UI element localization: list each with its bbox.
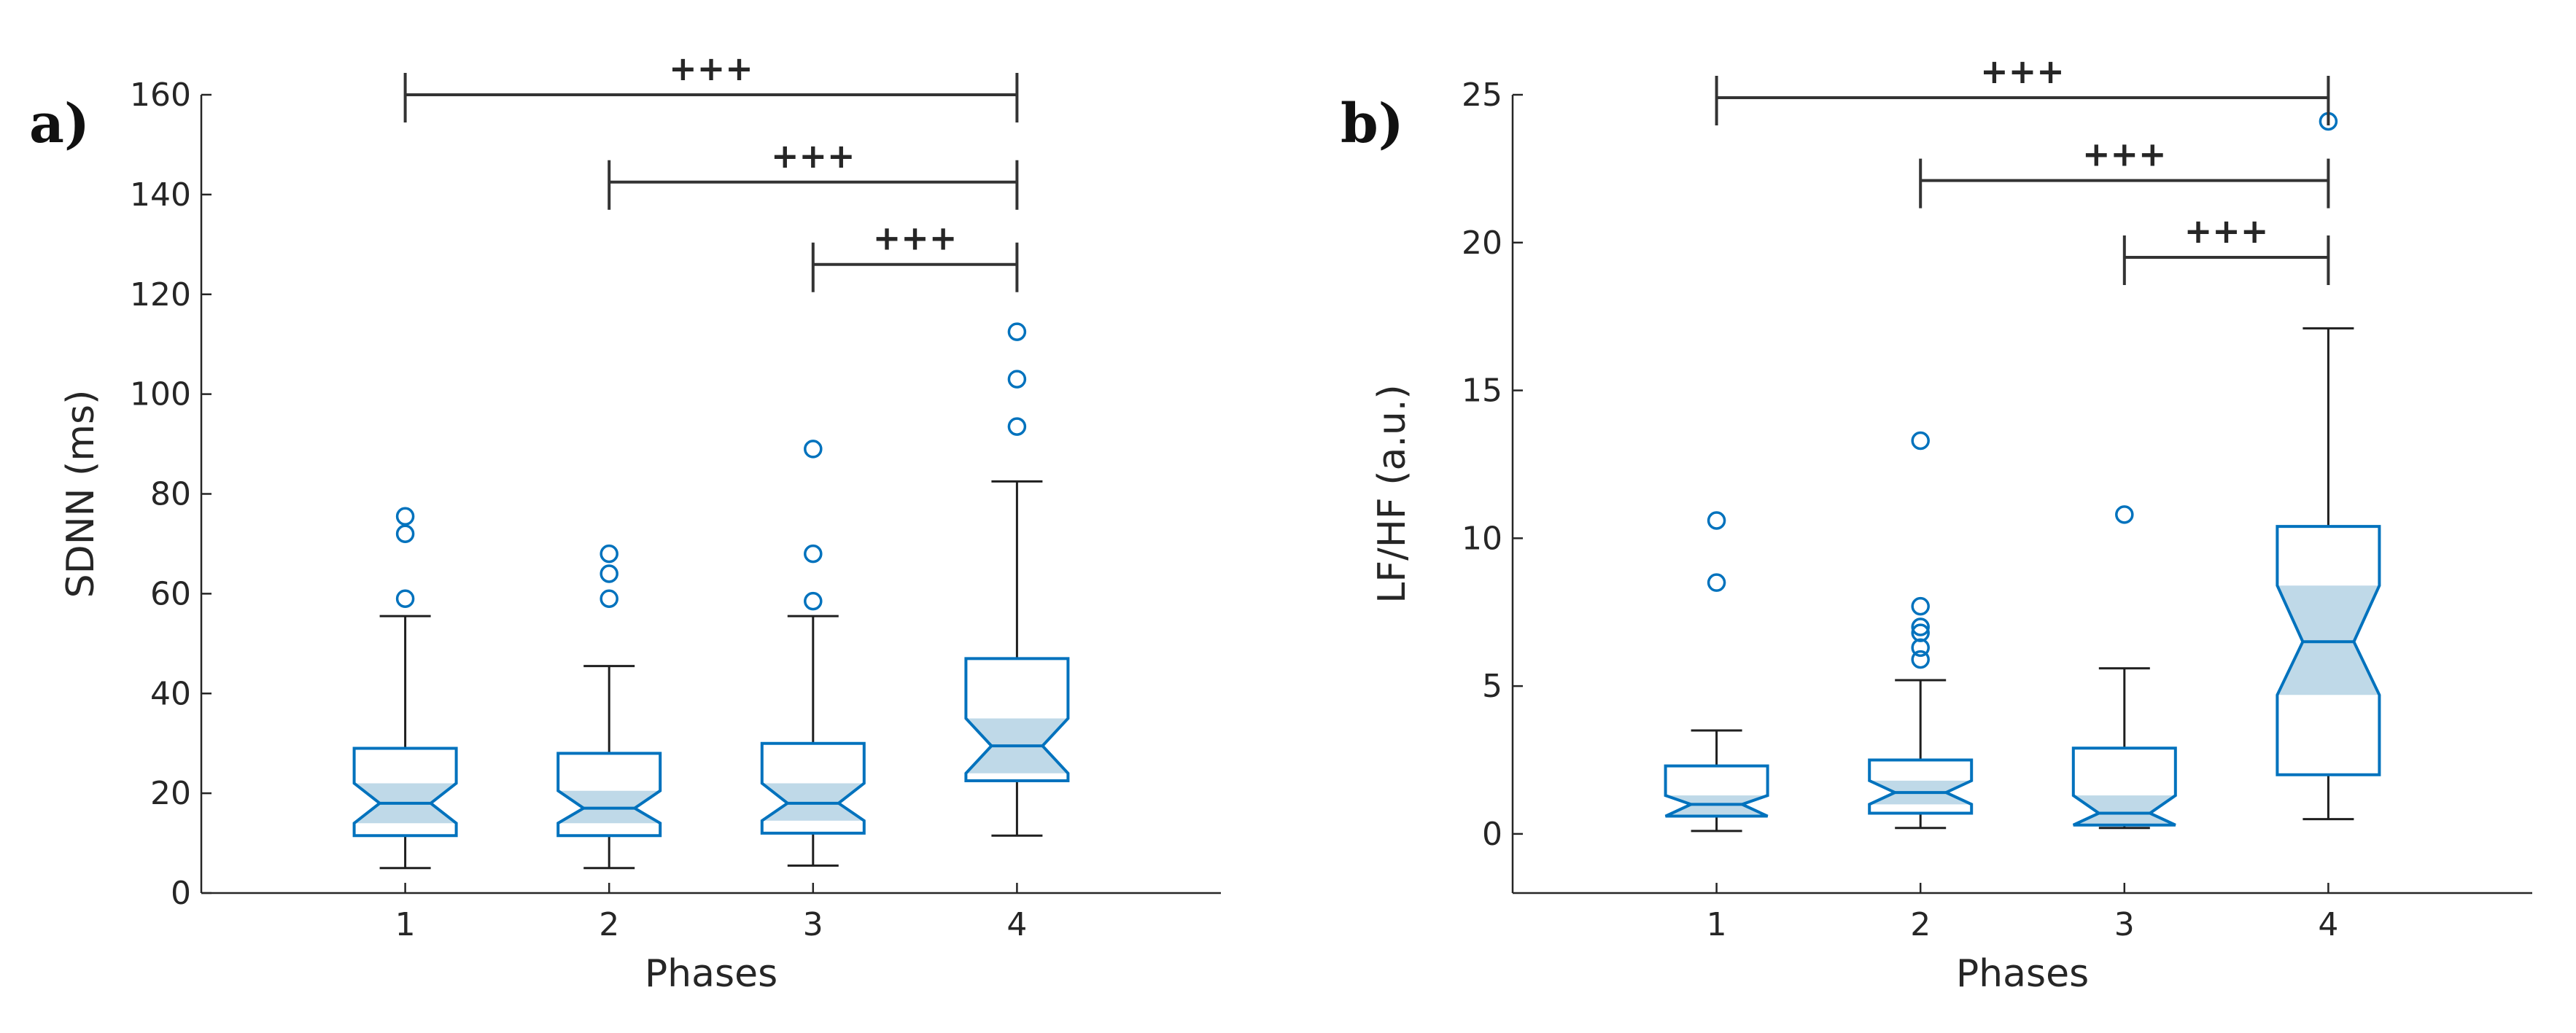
y-tick-label: 20 <box>150 775 191 812</box>
panel-label: a) <box>29 93 90 155</box>
box-plot-3 <box>760 440 866 867</box>
x-tick-label: 2 <box>599 906 619 943</box>
notch-fill <box>2277 585 2380 695</box>
outlier-point <box>2115 505 2134 524</box>
y-tick-label: 10 <box>1462 520 1502 557</box>
box-outline <box>352 747 458 838</box>
x-axis-label: Phases <box>645 952 777 996</box>
outlier-point <box>1707 573 1726 592</box>
x-tick-label: 1 <box>1707 906 1727 943</box>
y-tick-label: 5 <box>1482 668 1502 705</box>
y-tick-label: 100 <box>130 376 191 413</box>
outlier-point <box>395 524 415 543</box>
chart-panel-b: b) 0 5 10 15 20 25 1 2 3 4 Phases LF/HF (a.u.) +++ +++… <box>1341 52 2532 996</box>
panel-label: b) <box>1341 93 1404 155</box>
y-axis-label: LF/HF (a.u.) <box>1370 384 1414 603</box>
outlier-point <box>804 440 823 459</box>
box-plot-4 <box>2276 112 2381 821</box>
box-outline <box>964 657 1070 783</box>
outlier-point <box>1007 370 1027 389</box>
box-outline <box>556 752 662 838</box>
outlier-point <box>395 589 415 608</box>
significance-bracket: +++ <box>403 49 1019 122</box>
y-tick-label: 40 <box>150 675 191 712</box>
box-plot-1 <box>1664 511 1769 833</box>
x-tick-label: 3 <box>2114 906 2135 943</box>
x-tick-label: 1 <box>395 906 416 943</box>
box-outline <box>2276 525 2381 776</box>
outlier-point <box>600 544 618 564</box>
y-tick-label: 0 <box>1482 816 1502 853</box>
significance-bracket: +++ <box>2122 211 2330 286</box>
outlier-point <box>1707 511 1726 530</box>
x-tick-label: 4 <box>1006 906 1027 943</box>
outlier-point <box>1911 623 1930 642</box>
significance-label: +++ <box>771 136 856 176</box>
x-tick-label: 2 <box>1910 906 1931 943</box>
x-axis-label: Phases <box>1956 952 2089 996</box>
box-outline <box>760 741 866 835</box>
y-tick-label: 120 <box>130 276 191 313</box>
x-tick-label: 4 <box>2318 906 2338 943</box>
outlier-point <box>600 589 618 608</box>
y-tick-label: 60 <box>150 575 191 612</box>
box-outline <box>1664 764 1769 818</box>
box-plot-3 <box>2071 505 2177 830</box>
y-tick-label: 140 <box>130 176 191 214</box>
significance-bracket: +++ <box>608 136 1019 210</box>
significance-bracket: +++ <box>1715 52 2330 126</box>
box-plot-2 <box>1868 431 1974 830</box>
notch-fill <box>1665 795 1768 816</box>
outlier-point <box>804 591 823 611</box>
box-outline <box>1868 758 1974 815</box>
y-axis-label: SDNN (ms) <box>59 390 103 599</box>
y-tick-label: 0 <box>171 875 191 912</box>
outlier-point <box>1911 617 1930 636</box>
significance-bracket: +++ <box>1919 135 2330 208</box>
box-plot-1 <box>352 507 458 870</box>
outlier-point <box>600 564 618 583</box>
outlier-point <box>1911 431 1930 451</box>
y-tick-label: 15 <box>1462 373 1502 410</box>
significance-label: +++ <box>669 49 753 88</box>
outlier-point <box>395 507 415 526</box>
significance-bracket: +++ <box>811 219 1019 292</box>
outlier-point <box>1911 650 1930 669</box>
x-tick-label: 3 <box>803 906 823 943</box>
box-plot-2 <box>556 544 662 870</box>
outlier-point <box>1007 322 1027 341</box>
notch-fill <box>2073 795 2176 825</box>
box-plot-4 <box>964 322 1070 837</box>
significance-label: +++ <box>873 219 958 258</box>
chart-panel-a: a) 0 20 40 60 80 100 120 140 160 1 2 3 4 Phases SDNN (m… <box>29 49 1221 996</box>
y-tick-label: 80 <box>150 476 191 513</box>
significance-label: +++ <box>2082 135 2167 174</box>
box-outline <box>2071 747 2177 827</box>
y-tick-label: 20 <box>1462 225 1502 262</box>
y-tick-label: 25 <box>1462 77 1502 114</box>
outlier-point <box>1911 596 1930 616</box>
outlier-point <box>1007 417 1027 436</box>
significance-label: +++ <box>1980 52 2065 91</box>
y-tick-label: 160 <box>130 77 191 114</box>
significance-label: +++ <box>2184 211 2269 251</box>
outlier-point <box>804 544 823 564</box>
